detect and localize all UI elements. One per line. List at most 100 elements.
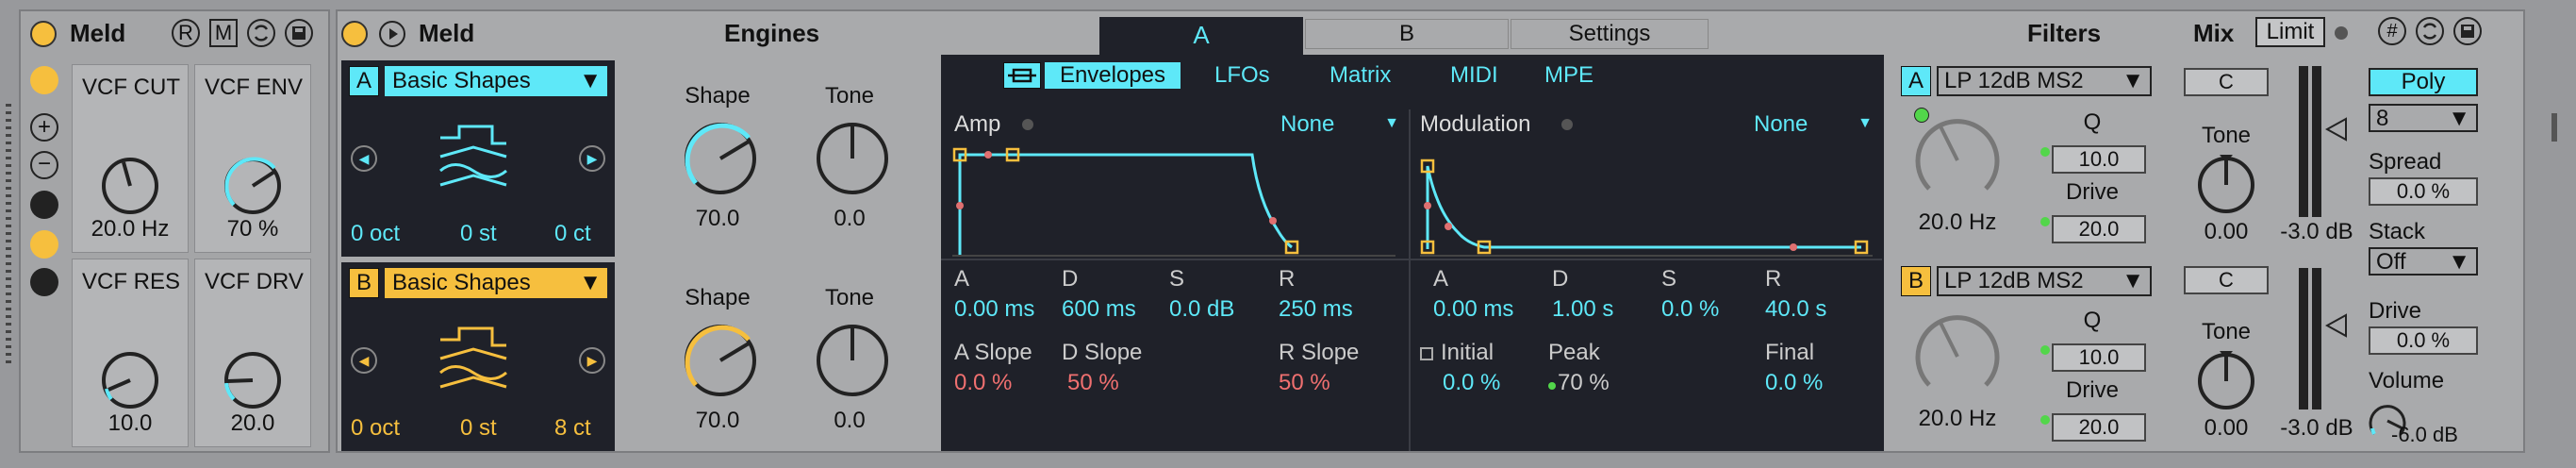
amp-envelope-graph[interactable]: [952, 145, 1395, 257]
device-on-toggle[interactable]: [341, 21, 368, 47]
device-chain-scrollbar[interactable]: [2546, 9, 2565, 453]
filter-a-badge[interactable]: A: [1901, 66, 1931, 96]
macro-knob-2-dial[interactable]: [222, 155, 284, 217]
limit-button[interactable]: Limit: [2255, 17, 2325, 47]
checkbox-icon[interactable]: [1420, 346, 1433, 360]
osc-b-semitone[interactable]: 0 st: [460, 415, 497, 441]
mapping-view-icon[interactable]: [30, 230, 58, 259]
osc-b-tone-knob[interactable]: [813, 321, 892, 400]
filter-b-freq-knob[interactable]: [1912, 311, 2003, 402]
mod-peak[interactable]: Peak 70 %: [1548, 340, 1610, 396]
subtab-midi[interactable]: MIDI: [1450, 62, 1498, 88]
filter-a-q-value[interactable]: 10.0: [2052, 145, 2146, 174]
macro-knob-4[interactable]: VCF DRV 20.0: [194, 259, 311, 447]
filter-b-badge[interactable]: B: [1901, 266, 1931, 296]
osc-a-prev-icon[interactable]: ◀: [351, 145, 377, 172]
amp-destination-select[interactable]: None ▼: [1280, 111, 1399, 138]
snapshot-camera-icon[interactable]: [30, 191, 58, 219]
filter-a-freq-knob[interactable]: [1912, 115, 2003, 206]
amp-decay[interactable]: D 600 ms: [1062, 266, 1136, 323]
remove-macro-icon[interactable]: −: [30, 151, 58, 179]
mod-destination-select[interactable]: None ▼: [1754, 111, 1873, 138]
macro-knob-1-dial[interactable]: [99, 155, 161, 217]
filter-b-drive-value[interactable]: 20.0: [2052, 413, 2146, 442]
stack-select[interactable]: Off ▼: [2369, 247, 2478, 276]
mod-attack[interactable]: A 0.00 ms: [1433, 266, 1513, 323]
amp-attack-value: 0.00 ms: [954, 296, 1035, 322]
hot-swap-icon[interactable]: [247, 19, 275, 47]
osc-a-tone-knob[interactable]: [813, 119, 892, 198]
poly-button[interactable]: Poly: [2369, 68, 2478, 96]
osc-a-octave[interactable]: 0 oct: [351, 221, 401, 246]
device-on-toggle[interactable]: [30, 21, 57, 47]
mod-envelope-graph[interactable]: [1420, 145, 1873, 257]
osc-b-shape-knob[interactable]: [681, 321, 760, 400]
osc-a-type-select[interactable]: Basic Shapes ▼: [385, 66, 607, 96]
randomize-button[interactable]: R: [172, 19, 200, 47]
save-preset-icon[interactable]: [285, 19, 313, 47]
amp-attack[interactable]: A 0.00 ms: [954, 266, 1034, 323]
filter-b-type-select[interactable]: LP 12dB MS2 ▼: [1937, 266, 2152, 296]
amp-led: [1022, 119, 1033, 130]
subtab-mpe[interactable]: MPE: [1544, 62, 1594, 88]
map-button[interactable]: M: [209, 19, 238, 47]
mod-initial[interactable]: Initial 0.0 %: [1420, 340, 1500, 396]
mix-a-meter[interactable]: [2297, 66, 2325, 217]
save-preset-icon[interactable]: [2453, 17, 2482, 45]
osc-b-cents[interactable]: 8 ct: [554, 415, 591, 441]
osc-a-cents[interactable]: 0 ct: [554, 221, 591, 246]
macro-variations-icon[interactable]: [30, 66, 58, 94]
osc-b-octave[interactable]: 0 oct: [351, 415, 401, 441]
drive-value[interactable]: 0.0 %: [2369, 326, 2478, 355]
osc-a-next-icon[interactable]: ▶: [579, 145, 605, 172]
spread-value[interactable]: 0.0 %: [2369, 177, 2478, 206]
macro-knob-1[interactable]: VCF CUT 20.0 Hz: [72, 64, 189, 253]
amp-decay-slope[interactable]: D Slope 50 %: [1062, 340, 1142, 396]
subtab-envelopes[interactable]: Envelopes: [1045, 62, 1181, 89]
mod-final[interactable]: Final 0.0 %: [1765, 340, 1823, 396]
macro-value-4: 20.0: [230, 410, 275, 436]
osc-b-prev-icon[interactable]: ◀: [351, 347, 377, 374]
macro-knob-3[interactable]: VCF RES 10.0: [72, 259, 189, 447]
add-macro-icon[interactable]: +: [30, 113, 58, 142]
mix-b-pan[interactable]: C: [2184, 266, 2269, 294]
amp-sustain[interactable]: S 0.0 dB: [1169, 266, 1234, 323]
filter-b-q-value[interactable]: 10.0: [2052, 343, 2146, 372]
macro-knob-3-dial[interactable]: [99, 349, 161, 411]
osc-b-type-select[interactable]: Basic Shapes ▼: [385, 268, 607, 298]
voices-select[interactable]: 8 ▼: [2369, 104, 2478, 132]
left-resize-handle[interactable]: [6, 104, 11, 368]
filter-a-type-select[interactable]: LP 12dB MS2 ▼: [1937, 66, 2152, 96]
amp-release[interactable]: R 250 ms: [1279, 266, 1353, 323]
filter-a-drive-value[interactable]: 20.0: [2052, 215, 2146, 243]
mix-b-meter[interactable]: [2297, 268, 2325, 410]
tab-a[interactable]: A: [1099, 17, 1303, 55]
meld-instrument-device: Meld Engines A B Settings Filters Mix Li…: [336, 9, 2525, 453]
link-envelopes-icon[interactable]: [1003, 62, 1041, 89]
tab-b[interactable]: B: [1305, 19, 1509, 49]
hot-swap-icon[interactable]: [2416, 17, 2444, 45]
preview-play-icon[interactable]: [379, 21, 405, 47]
osc-a-semitone[interactable]: 0 st: [460, 221, 497, 246]
mix-b-tone-knob[interactable]: [2195, 349, 2257, 411]
chain-list-icon[interactable]: [30, 268, 58, 296]
tab-settings[interactable]: Settings: [1511, 19, 1709, 49]
volume-knob[interactable]: [2367, 400, 2408, 442]
mix-a-pan[interactable]: C: [2184, 68, 2269, 96]
hashtag-icon[interactable]: #: [2378, 17, 2406, 45]
mod-divider: [1411, 259, 1882, 260]
amp-release-slope[interactable]: R Slope 50 %: [1279, 340, 1359, 396]
mod-release[interactable]: R 40.0 s: [1765, 266, 1826, 323]
macro-knob-4-dial[interactable]: [222, 349, 284, 411]
osc-a-shape-knob[interactable]: [681, 119, 760, 198]
mod-decay[interactable]: D 1.00 s: [1552, 266, 1613, 323]
subtab-matrix[interactable]: Matrix: [1329, 62, 1392, 88]
mix-a-fader-arrow-icon[interactable]: [2325, 62, 2348, 336]
subtab-lfos[interactable]: LFOs: [1214, 62, 1270, 88]
mod-sustain[interactable]: S 0.0 %: [1661, 266, 1719, 323]
macro-knob-2[interactable]: VCF ENV 70 %: [194, 64, 311, 253]
amp-attack-slope[interactable]: A Slope 0.0 %: [954, 340, 1032, 396]
mix-b-fader-arrow-icon[interactable]: [2325, 311, 2348, 340]
osc-b-next-icon[interactable]: ▶: [579, 347, 605, 374]
mix-a-tone-knob[interactable]: [2195, 153, 2257, 215]
